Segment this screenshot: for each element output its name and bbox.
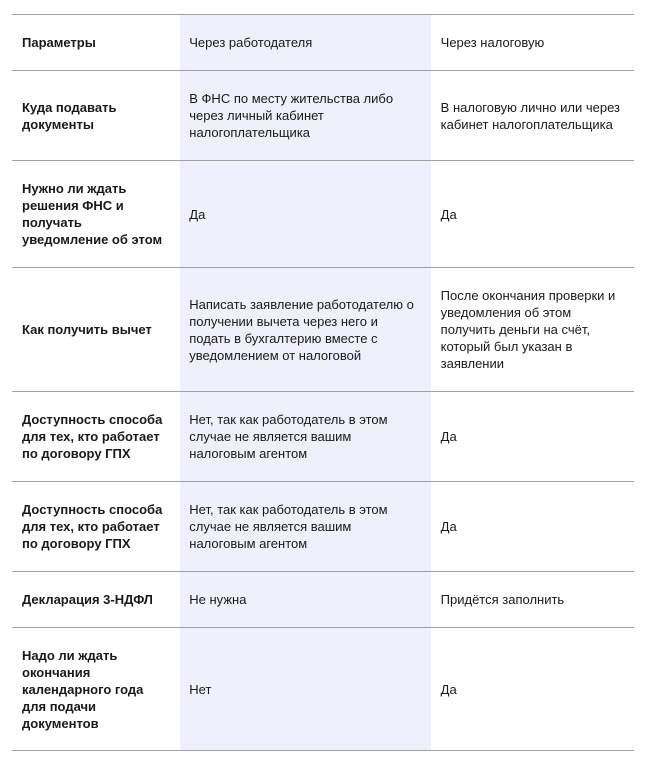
comparison-table: Параметры Через работодателя Через налогов…: [12, 14, 634, 751]
table-cell: После окончания проверки и уведомления о…: [430, 267, 634, 392]
table-cell: Нет, так как работодатель в этом случае …: [180, 481, 431, 572]
table-cell: Да: [430, 627, 634, 751]
table-cell: Да: [430, 391, 634, 482]
table-row: Куда подавать документы В ФНС по месту жи…: [12, 70, 634, 161]
row-label: Доступность способа для тех, кто работае…: [12, 481, 181, 572]
row-label: Декларация 3-НДФЛ: [12, 571, 181, 628]
table-cell: Да: [430, 160, 634, 268]
table-row: Доступность способа для тех, кто работае…: [12, 391, 634, 482]
table-cell: Нет, так как работодатель в этом случае …: [180, 391, 431, 482]
table-row: Надо ли ждать окончания календарного год…: [12, 627, 634, 751]
table-cell: Нет: [180, 627, 431, 751]
table-cell: В налоговую лично или через кабинет нало…: [430, 70, 634, 161]
table-row: Нужно ли ждать решения ФНС и получать ув…: [12, 160, 634, 268]
row-label: Куда подавать документы: [12, 70, 181, 161]
table-cell: Через работодателя: [180, 14, 431, 71]
row-label: Как получить вычет: [12, 267, 181, 392]
table-cell: В ФНС по месту жительства либо через лич…: [180, 70, 431, 161]
row-label: Надо ли ждать окончания календарного год…: [12, 627, 181, 751]
row-label: Доступность способа для тех, кто работае…: [12, 391, 181, 482]
table-cell: Да: [180, 160, 431, 268]
table-cell: Не нужна: [180, 571, 431, 628]
table-cell: Через налоговую: [430, 14, 634, 71]
table-row: Параметры Через работодателя Через налогов…: [12, 14, 634, 71]
comparison-table-wrap: Параметры Через работодателя Через налогов…: [12, 14, 634, 751]
table-row: Доступность способа для тех, кто работае…: [12, 481, 634, 572]
table-cell: Да: [430, 481, 634, 572]
table-row: Как получить вычет Написать заявление раб…: [12, 267, 634, 392]
table-cell: Написать заявление работодателю о получе…: [180, 267, 431, 392]
row-label: Нужно ли ждать решения ФНС и получать ув…: [12, 160, 181, 268]
row-label: Параметры: [12, 14, 181, 71]
table-row: Декларация 3-НДФЛ Не нужна Придётся заполн…: [12, 571, 634, 628]
table-cell: Придётся заполнить: [430, 571, 634, 628]
